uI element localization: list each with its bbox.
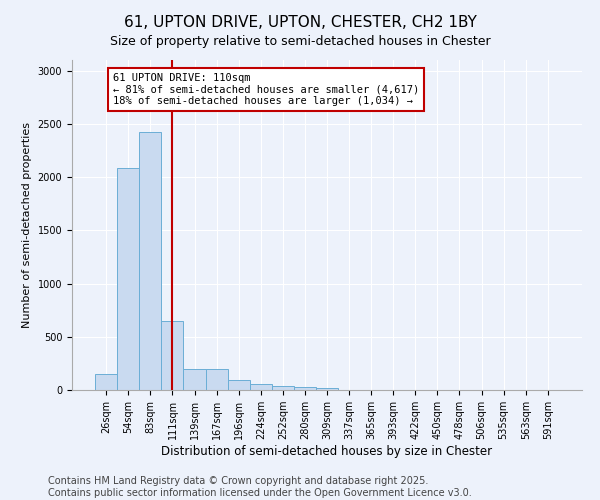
Text: Size of property relative to semi-detached houses in Chester: Size of property relative to semi-detach…: [110, 35, 490, 48]
Bar: [227, 380, 250, 390]
Text: 61 UPTON DRIVE: 110sqm
← 81% of semi-detached houses are smaller (4,617)
18% of : 61 UPTON DRIVE: 110sqm ← 81% of semi-det…: [113, 73, 419, 106]
Text: 61, UPTON DRIVE, UPTON, CHESTER, CH2 1BY: 61, UPTON DRIVE, UPTON, CHESTER, CH2 1BY: [124, 15, 476, 30]
Bar: [316, 388, 338, 390]
Y-axis label: Number of semi-detached properties: Number of semi-detached properties: [22, 122, 32, 328]
Bar: [272, 386, 294, 390]
Bar: [250, 384, 272, 390]
Bar: [184, 368, 206, 390]
Text: Contains HM Land Registry data © Crown copyright and database right 2025.
Contai: Contains HM Land Registry data © Crown c…: [48, 476, 472, 498]
Bar: [95, 374, 117, 390]
Bar: [139, 132, 161, 390]
Bar: [161, 321, 184, 390]
Bar: [206, 369, 227, 390]
Bar: [117, 168, 139, 390]
X-axis label: Distribution of semi-detached houses by size in Chester: Distribution of semi-detached houses by …: [161, 445, 493, 458]
Bar: [294, 388, 316, 390]
